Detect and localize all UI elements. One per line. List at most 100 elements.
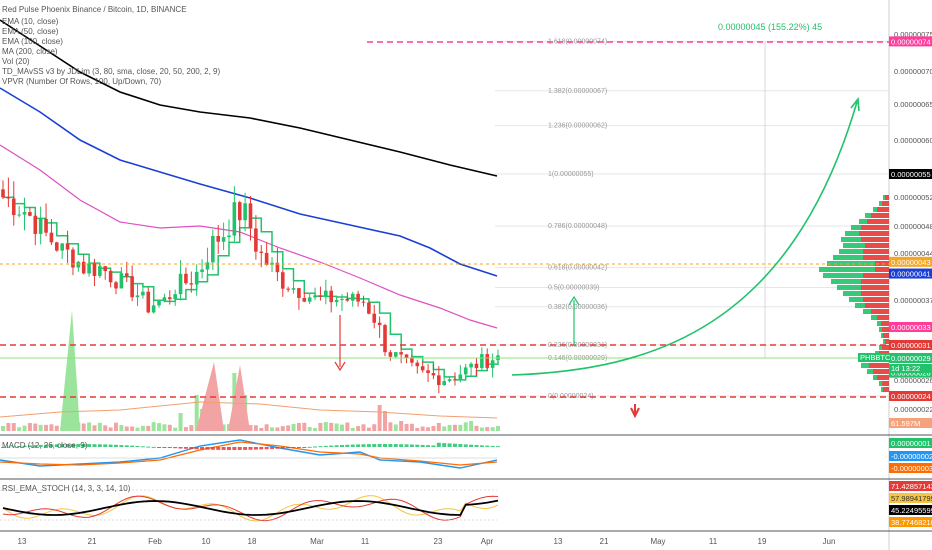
- symbol-line: Red Pulse Phoenix Binance / Bitcoin, 1D,…: [2, 5, 187, 14]
- fib-level-label: 1.382(0.00000067): [548, 88, 607, 95]
- volume-bar: [339, 424, 344, 431]
- candle-body: [469, 363, 473, 368]
- macd-label: MACD (12, 26, close, 9): [2, 441, 88, 450]
- candle-body: [141, 291, 145, 296]
- macd-histogram-bar: [167, 447, 172, 448]
- candle-body: [410, 357, 414, 363]
- y-tick-label: 0.00000026: [894, 376, 932, 385]
- macd-histogram-bar: [92, 444, 97, 447]
- vpvr-up-bar: [873, 207, 877, 212]
- macd-histogram-bar: [248, 447, 253, 450]
- candle-body: [92, 263, 97, 276]
- macd-histogram-bar: [426, 445, 431, 447]
- price-tag: 0.00000055: [891, 170, 931, 179]
- macd-histogram-bar: [65, 444, 70, 447]
- vpvr-down-bar: [869, 363, 889, 368]
- price-tag-bg: [889, 340, 932, 350]
- candle-body: [297, 288, 301, 298]
- vpvr-up-bar: [819, 267, 875, 272]
- macd-histogram-bar: [113, 444, 118, 447]
- macd-histogram-bar: [275, 447, 280, 449]
- volume-bar: [92, 425, 97, 431]
- vpvr-up-bar: [883, 339, 885, 344]
- candle-body: [490, 360, 495, 368]
- vpvr-down-bar: [863, 297, 889, 302]
- volume-bar: [345, 422, 350, 431]
- volume-bar: [291, 423, 296, 431]
- candle-body: [87, 263, 91, 274]
- y-tick-label: 0.00000044: [894, 249, 932, 258]
- y-tick-label: 0.00000060: [894, 136, 932, 145]
- fib-level-label: 0.236(0.00000031): [548, 342, 607, 349]
- indicator-label: EMA (10, close): [2, 17, 59, 26]
- projection-curve: [511, 101, 858, 376]
- vpvr-up-bar: [831, 279, 861, 284]
- macd-tag: -0.00000002: [891, 452, 932, 461]
- countdown-tag-bg: [889, 364, 932, 373]
- macd-histogram-bar: [189, 447, 194, 450]
- candle-body: [404, 354, 409, 358]
- candle-body: [114, 282, 118, 289]
- macd-histogram-bar: [463, 444, 468, 447]
- macd-histogram-bar: [485, 445, 490, 447]
- vpvr-up-bar: [837, 285, 861, 290]
- volume-bar: [350, 427, 355, 431]
- candle-body: [254, 228, 258, 252]
- down-arrow-icon: [630, 404, 640, 419]
- macd-signal-line: [0, 441, 498, 466]
- volume-bar: [329, 422, 334, 431]
- y-tick-label: 0.00000065: [894, 100, 932, 109]
- volume-bar: [286, 425, 291, 431]
- vpvr-up-bar: [843, 291, 861, 296]
- candle-body: [275, 262, 280, 273]
- up-arrow-head: [568, 295, 580, 306]
- macd-histogram-bar: [124, 445, 129, 447]
- vpvr-up-bar: [859, 219, 867, 224]
- macd-histogram-bar: [1, 447, 5, 448]
- macd-histogram-bar: [38, 444, 43, 447]
- vpvr-down-bar: [871, 309, 889, 314]
- vpvr-up-bar: [881, 333, 883, 338]
- vpvr-down-bar: [865, 243, 889, 248]
- volume-bar: [388, 422, 393, 431]
- macd-histogram-bar: [431, 445, 436, 447]
- macd-histogram-bar: [393, 444, 398, 447]
- macd-histogram-bar: [60, 444, 65, 447]
- macd-histogram-bar: [162, 447, 167, 448]
- price-tag: 0.00000074: [891, 37, 931, 46]
- macd-tag-bg: [889, 438, 932, 448]
- rsi-pane: [0, 489, 497, 521]
- macd-histogram-bar: [253, 447, 258, 450]
- vpvr-up-bar: [879, 381, 882, 386]
- volume-bar: [469, 421, 474, 431]
- drawing-arrows: 0.00000045 (155.22%) 45: [334, 22, 860, 419]
- candle-body: [350, 293, 355, 301]
- price-tag: 0.00000024: [891, 392, 931, 401]
- candle-body: [307, 297, 312, 302]
- vpvr-down-bar: [881, 321, 889, 326]
- macd-histogram-bar: [140, 446, 145, 448]
- vpvr-up-bar: [883, 195, 885, 200]
- candle-body: [329, 290, 334, 303]
- macd-histogram-bar: [200, 447, 205, 450]
- volume-bar: [474, 425, 479, 431]
- x-tick-label: Mar: [310, 537, 324, 546]
- volume-bar: [307, 426, 312, 431]
- macd-histogram-bar: [97, 444, 102, 447]
- vpvr-down-bar: [875, 267, 889, 272]
- volume-bar: [33, 423, 38, 431]
- macd-histogram-bar: [313, 446, 318, 448]
- candle-body: [356, 293, 360, 302]
- vpvr-down-bar: [865, 303, 889, 308]
- macd-histogram-bar: [490, 445, 495, 447]
- macd-histogram-bar: [318, 446, 323, 448]
- vpvr-down-bar: [882, 201, 889, 206]
- macd-histogram-bar: [399, 444, 404, 447]
- vpvr-up-bar: [851, 225, 861, 230]
- volume-bar: [296, 423, 301, 431]
- macd-histogram-bar: [103, 444, 108, 447]
- macd-histogram-bar: [286, 447, 291, 449]
- rsi-tag-bg: [889, 505, 932, 515]
- volume-bar: [280, 426, 285, 431]
